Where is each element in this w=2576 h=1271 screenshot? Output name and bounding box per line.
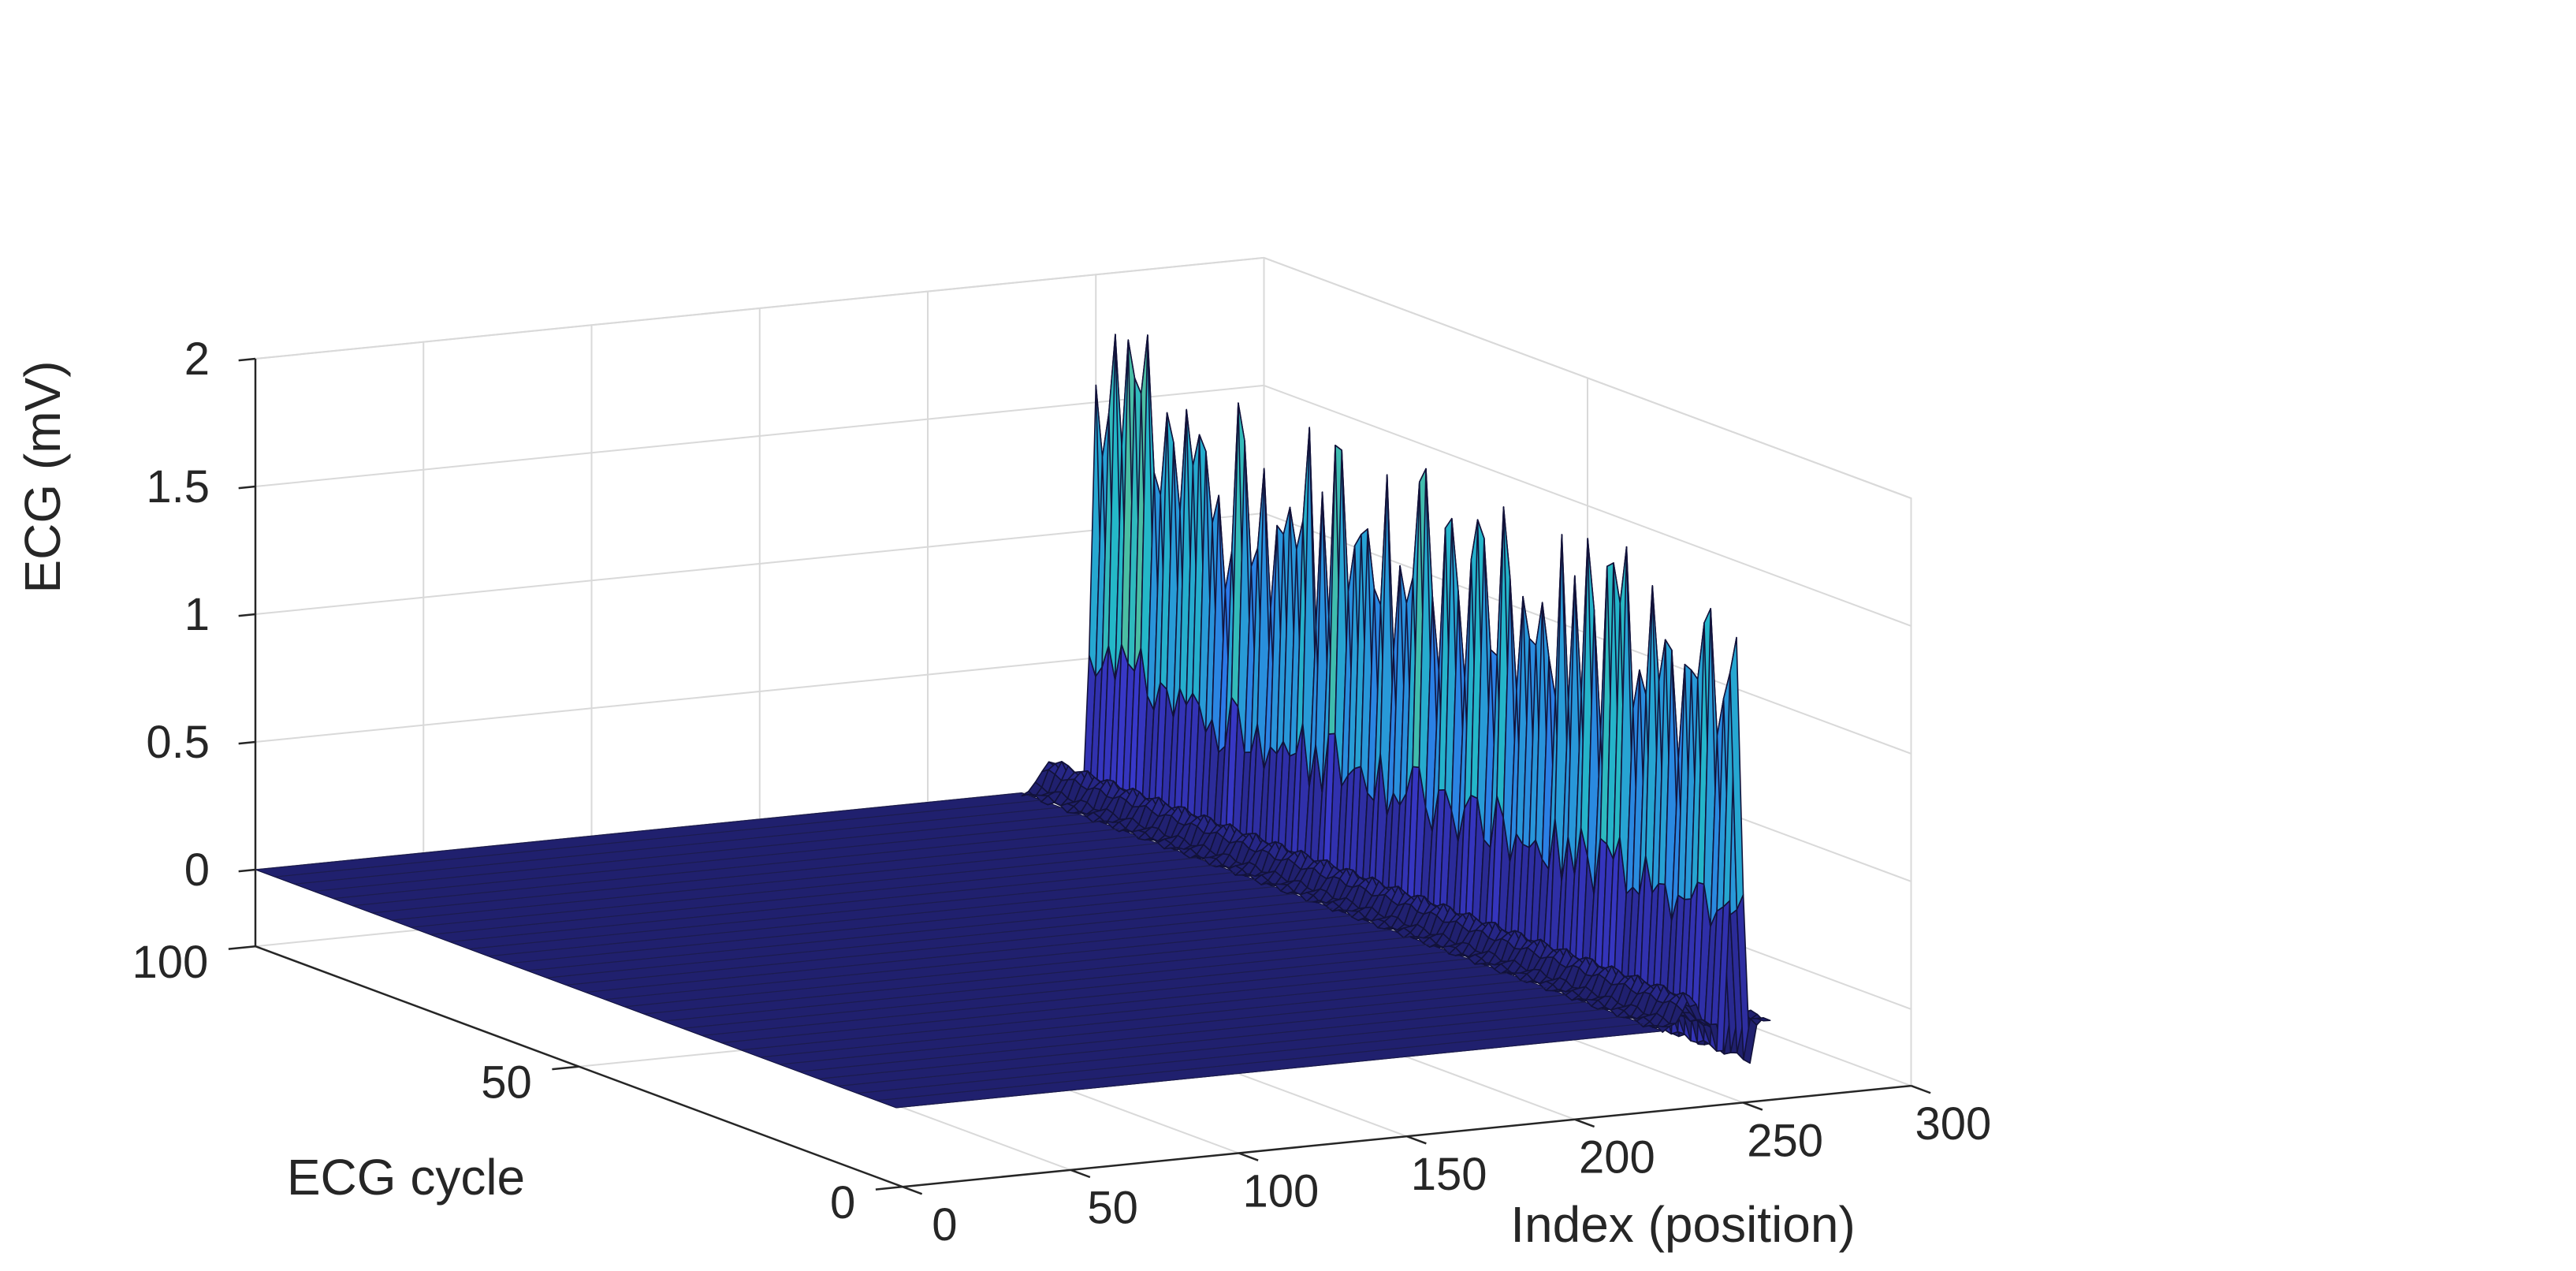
z-tick-mark <box>239 614 255 616</box>
z-tick-label: 0 <box>184 844 210 896</box>
x-tick-label: 0 <box>932 1199 957 1250</box>
x-tick-mark <box>1070 1170 1090 1177</box>
z-tick-mark <box>239 870 255 871</box>
z-tick-label: 1 <box>184 589 210 640</box>
x-tick-mark <box>1239 1154 1259 1161</box>
z-tick-label: 0.5 <box>146 717 210 768</box>
x-tick-label: 200 <box>1579 1132 1655 1183</box>
z-axis-label: ECG (mV) <box>14 360 71 593</box>
x-tick-label: 300 <box>1915 1098 1991 1150</box>
z-tick-mark <box>239 486 255 488</box>
x-tick-label: 150 <box>1411 1149 1487 1200</box>
y-tick-mark <box>876 1187 903 1189</box>
z-tick-label: 2 <box>184 334 210 385</box>
x-tick-label: 50 <box>1087 1183 1138 1234</box>
x-tick-mark <box>1743 1102 1763 1109</box>
z-tick-mark <box>239 742 255 744</box>
x-tick-mark <box>903 1187 922 1194</box>
z-tick-label: 1.5 <box>146 461 210 512</box>
y-tick-label: 50 <box>481 1057 532 1109</box>
x-tick-label: 250 <box>1747 1115 1823 1166</box>
x-tick-mark <box>1575 1120 1595 1127</box>
x-tick-mark <box>1407 1136 1427 1143</box>
z-tick-mark <box>239 359 255 360</box>
y-axis-label: ECG cycle <box>287 1149 525 1206</box>
y-tick-label: 0 <box>830 1177 855 1228</box>
x-axis-label: Index (position) <box>1510 1196 1856 1253</box>
ecg-surface <box>255 334 1770 1108</box>
x-tick-label: 100 <box>1242 1165 1319 1217</box>
y-tick-mark <box>552 1067 579 1069</box>
y-tick-mark <box>229 946 255 949</box>
y-tick-label: 100 <box>132 937 209 988</box>
x-tick-mark <box>1912 1086 1931 1093</box>
